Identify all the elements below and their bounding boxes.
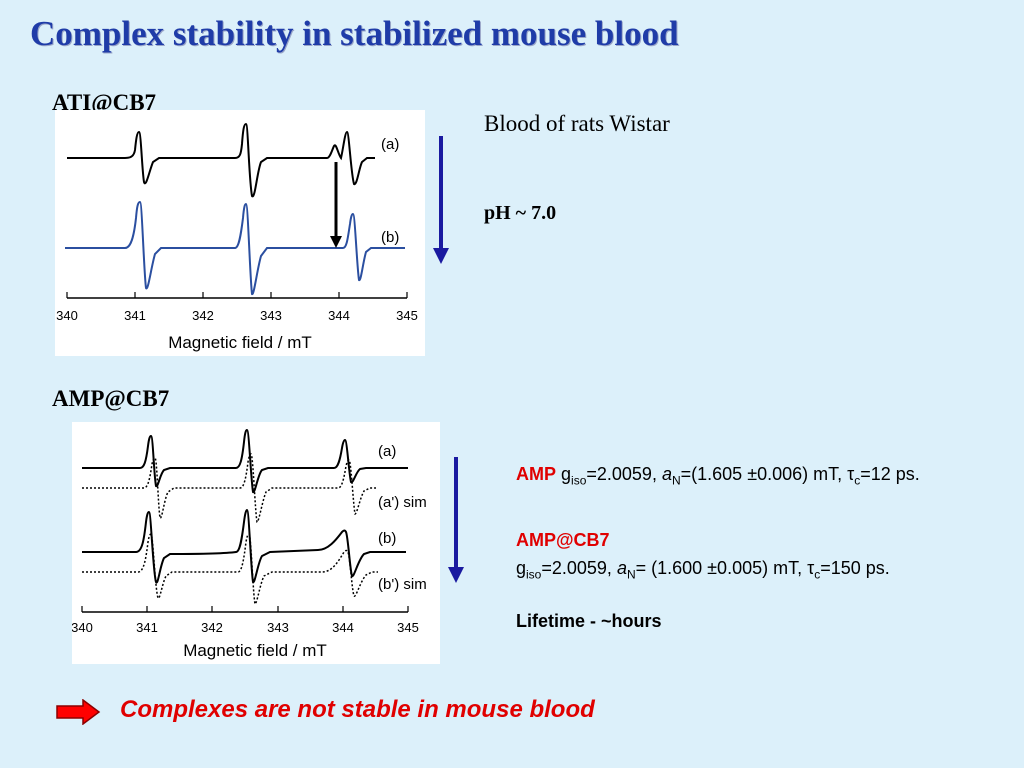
a-subscript: N bbox=[671, 473, 681, 488]
tick-343: 343 bbox=[267, 620, 289, 635]
epr-spectrum-amp: (a) (a') sim (b) (b') sim 340 341 342 34… bbox=[72, 422, 440, 664]
trace-label-a-sim: (a') sim bbox=[378, 494, 427, 511]
trace-label-a: (a) bbox=[381, 136, 399, 153]
g-subscript: iso bbox=[526, 567, 542, 582]
down-arrow-icon bbox=[448, 457, 464, 583]
a-symbol: a bbox=[661, 464, 672, 484]
g-symbol: g bbox=[516, 558, 527, 578]
amp-cb7-parameters: giso=2.0059, aN= (1.600 ±0.005) mT, τc=1… bbox=[516, 558, 890, 582]
tau-symbol: τ bbox=[847, 464, 855, 484]
axis-title: Magnetic field / mT bbox=[168, 333, 312, 352]
trace-b-ati bbox=[65, 200, 405, 296]
tau-symbol: τ bbox=[807, 558, 815, 578]
tick-342: 342 bbox=[192, 308, 214, 323]
amp-name: AMP bbox=[516, 464, 556, 484]
amp-cb7-label: AMP@CB7 bbox=[52, 386, 170, 411]
tick-343: 343 bbox=[260, 308, 282, 323]
g-value: =2.0059, bbox=[586, 464, 662, 484]
g-symbol: g bbox=[561, 464, 572, 484]
tick-341: 341 bbox=[136, 620, 158, 635]
tick-344: 344 bbox=[332, 620, 354, 635]
blood-source-text: Blood of rats Wistar bbox=[484, 111, 670, 136]
g-subscript: iso bbox=[571, 473, 587, 488]
g-value: =2.0059, bbox=[541, 558, 617, 578]
trace-label-b-sim: (b') sim bbox=[378, 576, 427, 593]
ph-value-text: pH ~ 7.0 bbox=[484, 202, 557, 224]
lifetime-text: Lifetime - ~hours bbox=[516, 611, 662, 631]
amp-parameters: AMP giso=2.0059, aN=(1.605 ±0.006) mT, τ… bbox=[516, 464, 920, 488]
right-arrow-icon bbox=[56, 699, 101, 725]
tick-340: 340 bbox=[56, 308, 78, 323]
tick-341: 341 bbox=[124, 308, 146, 323]
a-symbol: a bbox=[616, 558, 627, 578]
trace-label-a: (a) bbox=[378, 443, 396, 460]
axis-title: Magnetic field / mT bbox=[183, 641, 327, 660]
tick-344: 344 bbox=[328, 308, 350, 323]
tau-subscript: c bbox=[814, 567, 821, 582]
trace-label-b: (b) bbox=[378, 530, 396, 547]
down-arrow-icon bbox=[433, 136, 449, 264]
amp-cb7-heading: AMP@CB7 bbox=[516, 530, 610, 550]
tick-340: 340 bbox=[72, 620, 93, 635]
tau-value: =12 ps. bbox=[860, 464, 920, 484]
trace-a-ati bbox=[67, 122, 375, 198]
tau-value: =150 ps. bbox=[820, 558, 890, 578]
a-value: =(1.605 ±0.006) mT, bbox=[680, 464, 848, 484]
conclusion-text: Complexes are not stable in mouse blood bbox=[120, 696, 595, 723]
tick-345: 345 bbox=[397, 620, 419, 635]
a-value: = (1.600 ±0.005) mT, bbox=[635, 558, 808, 578]
slide-title: Complex stability in stabilized mouse bl… bbox=[30, 14, 679, 53]
tick-342: 342 bbox=[201, 620, 223, 635]
tau-subscript: c bbox=[854, 473, 861, 488]
epr-spectrum-ati: (a) (b) 340 341 342 343 344 345 Magnetic… bbox=[55, 110, 425, 356]
trace-label-b: (b) bbox=[381, 229, 399, 246]
tick-345: 345 bbox=[396, 308, 418, 323]
a-subscript: N bbox=[626, 567, 636, 582]
